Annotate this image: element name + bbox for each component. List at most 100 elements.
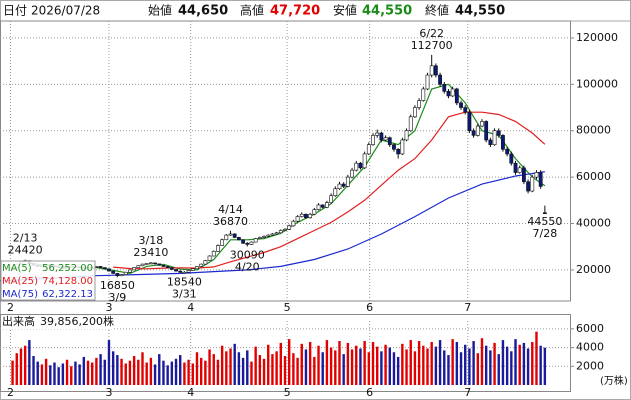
candle-body (421, 88, 426, 101)
volume-bar (447, 355, 450, 385)
main-panel (0, 20, 571, 302)
y-tick-label: 6000 (576, 322, 604, 335)
volume-bar (23, 345, 27, 385)
candle-body (459, 102, 463, 108)
volume-bar (313, 356, 316, 385)
candle-body (203, 260, 208, 265)
plot-layer: 20000 40000 60000 80000 100000 120000 2 3 4 5 6 7 2/… (0, 21, 628, 399)
volume-bar (174, 358, 178, 385)
annotation-date: 3/9 (109, 291, 127, 304)
volume-bar (392, 352, 396, 385)
volume-bar (388, 347, 391, 385)
volume-bar (250, 361, 253, 385)
volume-bar (95, 357, 98, 385)
x-tick-label: 4 (187, 386, 194, 399)
annotation-value: 30090 (230, 249, 265, 262)
volume-bar (522, 342, 526, 385)
volume-bar (204, 360, 207, 385)
open-label: 始値 (148, 3, 172, 18)
candle-body (413, 107, 417, 118)
y-tick-label: 80000 (576, 124, 611, 137)
volume-bar (216, 359, 220, 385)
candle-body (119, 274, 124, 277)
candle-body (136, 265, 141, 268)
volume-bar (153, 364, 157, 385)
annotation-date: 3/31 (172, 287, 197, 300)
candle-body (128, 269, 132, 273)
volume-bar (346, 342, 350, 385)
candle-body (333, 188, 338, 196)
volume-bar (518, 344, 521, 385)
volume-bar (40, 364, 44, 385)
volume-bar (82, 356, 86, 385)
candle-body (220, 239, 225, 246)
candle-body (325, 202, 329, 208)
candle-body (501, 135, 505, 150)
candle-body (517, 167, 522, 173)
open: 44,650 (178, 4, 228, 19)
volume-bar (271, 354, 274, 385)
candle-body (542, 212, 547, 215)
volume-bar (501, 340, 505, 385)
candle-body (211, 251, 216, 257)
volume-bar (384, 344, 387, 385)
candle-body (169, 267, 174, 270)
candle-body (299, 213, 304, 217)
x-tick-label: 4 (187, 301, 194, 314)
candle-body (513, 162, 518, 173)
candle-body (417, 100, 422, 108)
volume-bar (443, 350, 446, 385)
volume-bar (183, 362, 186, 385)
candle-body (102, 267, 107, 270)
volume-bar (531, 341, 534, 385)
volume-bar (258, 355, 262, 385)
legend-name: MA(25) (2, 276, 38, 287)
volume-bar (371, 341, 375, 385)
volume-bar (464, 344, 467, 385)
x-tick-label: 3 (105, 386, 112, 399)
y-tick-label: 40000 (576, 217, 611, 230)
volume-bar (246, 350, 249, 385)
volume-bar (296, 357, 299, 385)
candle-body (270, 233, 275, 236)
candle-body (488, 139, 493, 145)
candle-body (262, 235, 266, 238)
y-tick-label: 2000 (576, 359, 604, 372)
volume-bar (472, 341, 475, 385)
volume-bar (287, 339, 291, 385)
volume-bar (342, 354, 345, 385)
candle-body (366, 144, 371, 155)
candle-body (199, 263, 204, 267)
volume-bar (308, 341, 312, 385)
volume-bar (145, 362, 148, 385)
volume-bar (275, 351, 278, 385)
candle-body (140, 263, 145, 267)
candle-body (266, 234, 271, 237)
candle-body (291, 220, 296, 227)
annotation-date: 4/14 (218, 203, 243, 216)
candle-body (375, 132, 380, 136)
legend-name: MA(75) (2, 289, 38, 300)
volume-bar (187, 359, 190, 385)
date-label: 日付 (3, 4, 27, 18)
candle-body (304, 213, 308, 219)
candle-body (505, 148, 510, 155)
y-tick-label: 60000 (576, 170, 611, 183)
volume-bar (28, 340, 31, 385)
volume-bar (233, 343, 236, 385)
candle-body (521, 167, 526, 183)
candle-body (429, 65, 434, 76)
high-label: 高値 (240, 3, 264, 18)
volume-bar (484, 345, 488, 385)
candle-body (446, 90, 451, 97)
volume-bar (505, 346, 509, 385)
volume-bar (405, 349, 408, 385)
volume-bar (376, 346, 379, 385)
volume-bar (149, 357, 153, 385)
candle-body (249, 241, 254, 245)
candle-body (392, 144, 396, 150)
low-label: 安値 (333, 3, 357, 18)
candle-body (174, 269, 178, 272)
candle-body (161, 264, 166, 267)
